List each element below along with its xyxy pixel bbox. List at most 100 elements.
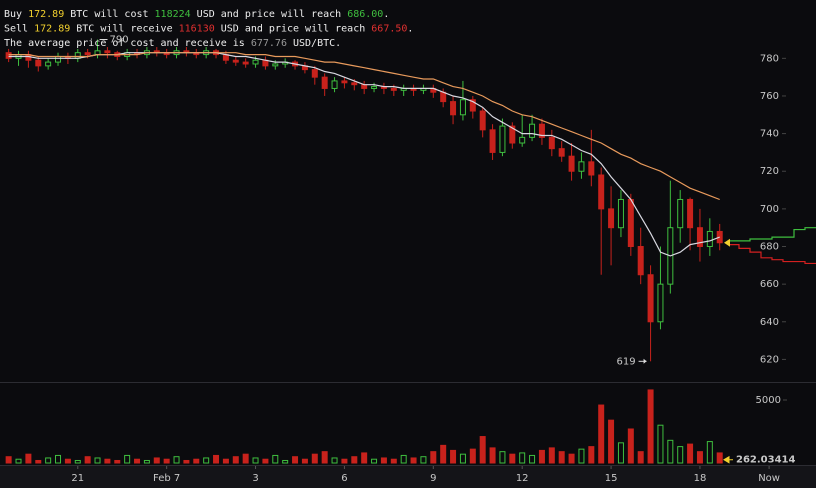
volume-bar	[390, 458, 397, 464]
volume-bar	[548, 447, 555, 464]
volume-bar	[311, 453, 318, 464]
candle-body	[519, 136, 526, 144]
volume-bar	[440, 444, 447, 464]
volume-bar	[262, 458, 269, 464]
volume-bar	[163, 458, 170, 464]
info-text: BTC will receive	[70, 24, 178, 35]
info-line: Buy 172.89 BTC will cost 118224 USD and …	[4, 9, 389, 20]
volume-bar	[696, 451, 703, 464]
volume-bar	[203, 457, 210, 464]
candle-body	[608, 208, 615, 229]
candle-body	[104, 50, 111, 54]
volume-bar	[716, 452, 723, 464]
candle-body	[578, 161, 585, 172]
x-tick-label: Feb 7	[153, 473, 180, 484]
x-tick-label: 6	[341, 473, 347, 484]
info-text: Buy	[4, 9, 28, 20]
volume-bar	[558, 451, 565, 464]
candle-body	[499, 125, 506, 153]
volume-bar	[608, 419, 615, 464]
candle-body	[706, 230, 713, 248]
candle-body	[252, 59, 259, 65]
candle-body	[716, 230, 723, 244]
candle-body	[5, 52, 12, 59]
candle-body	[538, 123, 545, 138]
volume-bar	[371, 458, 378, 464]
candle-body	[331, 80, 338, 89]
volume-bar	[232, 456, 239, 464]
candle-body	[588, 161, 595, 176]
candle-body	[35, 59, 42, 67]
y-tick-label: 660	[760, 279, 779, 290]
candle-body	[479, 110, 486, 131]
candle-body	[390, 87, 397, 91]
y-tick-label: 620	[760, 354, 779, 365]
candle-body	[509, 125, 516, 144]
info-line: Sell 172.89 BTC will receive 116130 USD …	[4, 24, 413, 35]
volume-bar	[193, 458, 200, 464]
x-tick-label: 9	[430, 473, 436, 484]
volume-bar	[430, 451, 437, 464]
current-volume-arrow	[723, 455, 733, 464]
candle-body	[489, 129, 496, 153]
y-tick-label: 780	[760, 53, 779, 64]
candle-body	[351, 82, 358, 86]
volume-bar	[667, 439, 674, 464]
volume-bar	[104, 458, 111, 464]
volume-bar	[529, 454, 536, 464]
high-marker-label: 790	[110, 35, 129, 46]
depth-line	[728, 227, 816, 242]
volume-bar	[84, 456, 91, 464]
volume-bar	[173, 456, 180, 464]
candle-body	[568, 155, 575, 172]
volume-bar	[519, 452, 526, 464]
candle-body	[242, 61, 249, 65]
info-text: 118224	[155, 9, 191, 20]
moving-average	[8, 52, 720, 257]
y-tick-label: 680	[760, 242, 779, 253]
volume-bar	[647, 389, 654, 464]
volume-bar	[213, 454, 220, 464]
volume-bar	[588, 446, 595, 464]
x-tick-label: 18	[694, 473, 707, 484]
candle-body	[637, 246, 644, 276]
volume-bar	[114, 459, 121, 464]
info-text: .	[407, 24, 413, 35]
volume-bar	[341, 458, 348, 464]
candle-body	[311, 69, 318, 78]
candle-body	[371, 86, 378, 89]
volume-bar	[143, 459, 150, 464]
info-text: 116130	[179, 24, 215, 35]
x-tick-label: 21	[71, 473, 84, 484]
volume-bar	[706, 441, 713, 464]
volume-bar	[509, 453, 516, 464]
low-marker-label: 619	[616, 356, 635, 367]
depth-line	[728, 244, 816, 265]
info-text: USD and price will reach	[191, 9, 348, 20]
volume-bar	[361, 452, 368, 464]
candle-body	[272, 63, 279, 67]
volume-bar	[578, 448, 585, 464]
volume-bar	[489, 447, 496, 464]
volume-bar	[301, 458, 308, 464]
volume-bar	[617, 442, 624, 464]
volume-bar	[420, 456, 427, 464]
volume-bar	[55, 454, 62, 464]
candle-body	[647, 274, 654, 323]
volume-bar	[222, 458, 229, 464]
candle-body	[627, 198, 634, 248]
info-text: 172.89	[34, 24, 70, 35]
volume-bar	[183, 459, 190, 464]
moving-average	[8, 52, 720, 201]
candle-body	[677, 198, 684, 229]
candle-body	[548, 136, 555, 150]
y-tick-label: 700	[760, 204, 779, 215]
x-tick-label: 12	[516, 473, 529, 484]
volume-bar	[242, 453, 249, 464]
volume-tick-label: 5000	[756, 395, 781, 406]
candle-body	[617, 198, 624, 229]
volume-bar	[35, 459, 42, 464]
volume-bar	[331, 457, 338, 464]
